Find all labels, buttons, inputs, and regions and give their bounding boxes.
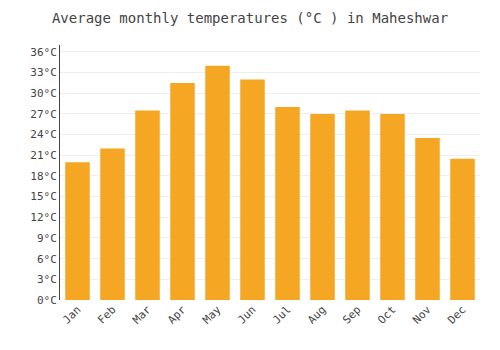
svg-text:Jun: Jun bbox=[235, 303, 258, 326]
svg-text:27°C: 27°C bbox=[30, 108, 57, 121]
svg-text:Jan: Jan bbox=[60, 303, 83, 326]
svg-text:24°C: 24°C bbox=[30, 128, 57, 141]
svg-text:May: May bbox=[200, 303, 224, 327]
svg-text:18°C: 18°C bbox=[30, 170, 57, 183]
svg-text:15°C: 15°C bbox=[30, 190, 57, 203]
svg-text:Average monthly temperatures (: Average monthly temperatures (°C ) in Ma… bbox=[52, 10, 448, 26]
svg-text:Mar: Mar bbox=[130, 303, 154, 327]
svg-text:Jul: Jul bbox=[270, 303, 293, 326]
svg-text:33°C: 33°C bbox=[30, 66, 57, 79]
svg-text:12°C: 12°C bbox=[30, 211, 57, 224]
svg-text:30°C: 30°C bbox=[30, 87, 57, 100]
svg-text:Feb: Feb bbox=[95, 303, 118, 326]
svg-text:21°C: 21°C bbox=[30, 149, 57, 162]
svg-text:Nov: Nov bbox=[410, 303, 434, 327]
svg-text:Apr: Apr bbox=[165, 303, 189, 327]
svg-text:Oct: Oct bbox=[375, 303, 398, 326]
svg-text:6°C: 6°C bbox=[37, 253, 57, 266]
svg-text:9°C: 9°C bbox=[37, 232, 57, 245]
svg-text:0°C: 0°C bbox=[37, 294, 57, 307]
svg-text:3°C: 3°C bbox=[37, 273, 57, 286]
svg-text:Aug: Aug bbox=[305, 303, 328, 326]
svg-text:36°C: 36°C bbox=[30, 46, 57, 59]
svg-text:Dec: Dec bbox=[445, 303, 468, 326]
svg-text:Sep: Sep bbox=[340, 303, 363, 326]
